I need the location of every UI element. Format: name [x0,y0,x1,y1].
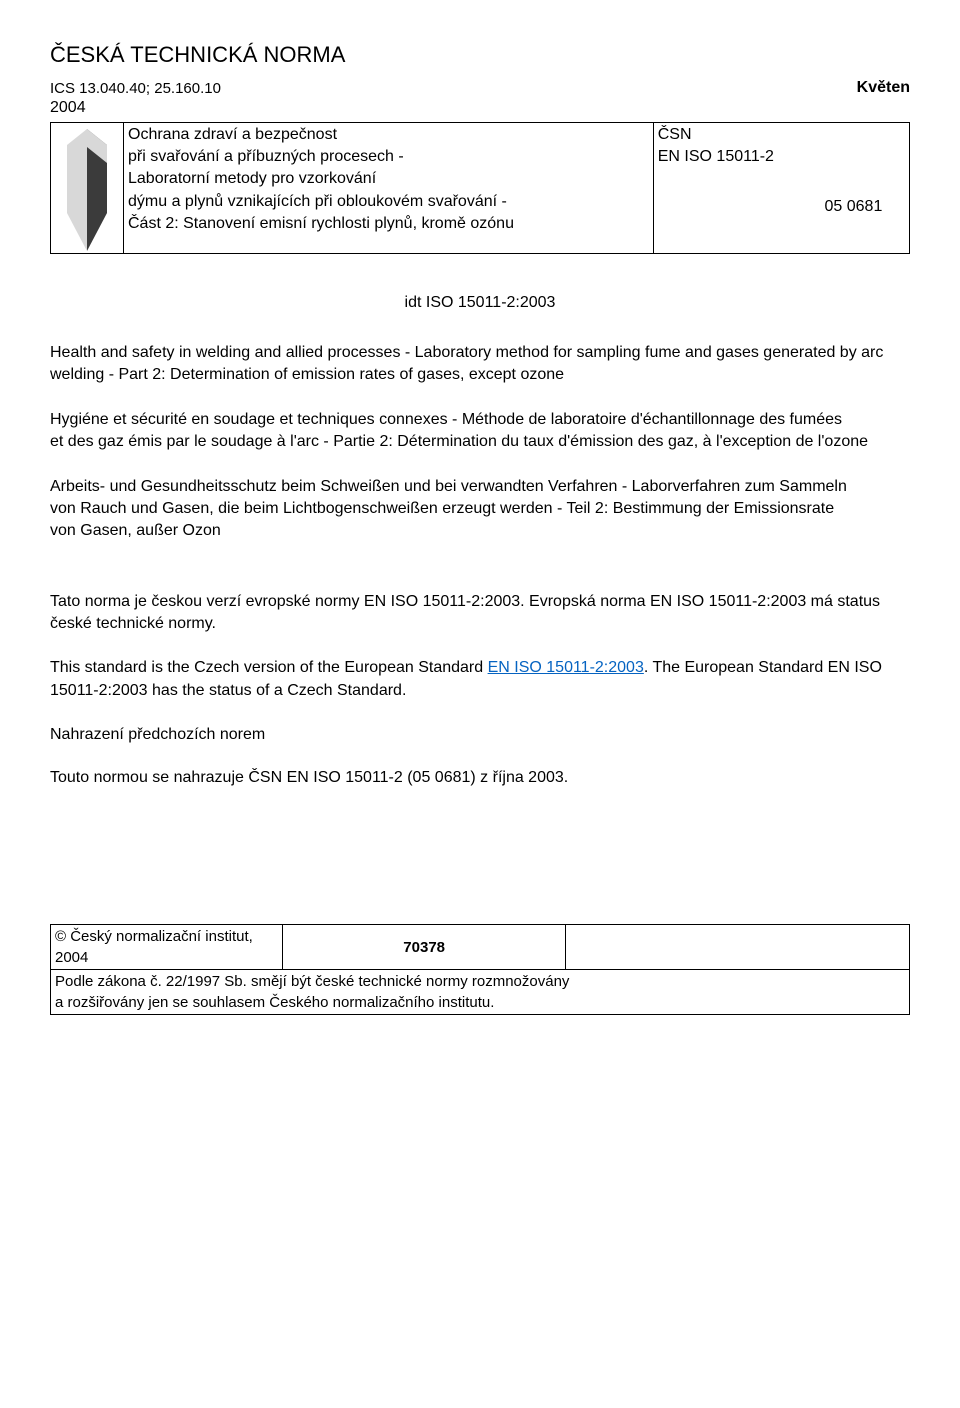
csn-logo-icon [55,123,119,253]
de-title-line: Arbeits- und Gesundheitsschutz beim Schw… [50,478,847,495]
en-title-block: Health and safety in welding and allied … [50,342,910,387]
header-table: Ochrana zdraví a bezpečnost při svařován… [50,122,910,254]
cz-version-text: Tato norma je českou verzí evropské norm… [50,591,910,636]
desc-line: dýmu a plynů vznikajících při obloukovém… [128,193,507,210]
replacement-heading: Nahrazení předchozích norem [50,724,910,746]
description-cell: Ochrana zdraví a bezpečnost při svařován… [124,122,654,253]
de-title-block: Arbeits- und Gesundheitsschutz beim Schw… [50,476,910,543]
empty-cell [821,122,910,195]
en-title-line: Health and safety in welding and allied … [50,344,883,361]
footer-catalog-number: 70378 [282,925,565,970]
replacement-text: Touto normou se nahrazuje ČSN EN ISO 150… [50,767,910,789]
desc-line: při svařování a příbuzných procesech - [128,148,404,165]
desc-line: Část 2: Stanovení emisní rychlosti plynů… [128,215,514,232]
fr-title-line: et des gaz émis par le soudage à l'arc -… [50,433,868,450]
footer-org-line: 2004 [55,949,88,966]
en-version-pre: This standard is the Czech version of th… [50,659,488,676]
de-title-line: von Gasen, außer Ozon [50,522,221,539]
footer-org-line: © Český normalizační institut, [55,928,253,945]
footer-empty-cell [566,925,910,970]
fr-title-block: Hygiéne et sécurité en soudage et techni… [50,409,910,454]
de-title-line: von Rauch und Gasen, die beim Lichtbogen… [50,500,834,517]
month-label: Květen [857,77,910,99]
desc-line: Laboratorní metody pro vzorkování [128,170,376,187]
document-title: ČESKÁ TECHNICKÁ NORMA [50,40,910,71]
footer-org-cell: © Český normalizační institut, 2004 [51,925,283,970]
footer-law-cell: Podle zákona č. 22/1997 Sb. smějí být če… [51,970,910,1015]
footer-law-line: Podle zákona č. 22/1997 Sb. smějí být če… [55,973,569,990]
std-code-line: ČSN [658,126,692,143]
en-title-line: welding - Part 2: Determination of emiss… [50,366,564,383]
std-code-line: EN ISO 15011-2 [658,148,774,165]
std-code-cell: ČSN EN ISO 15011-2 [653,122,820,253]
en-version-text: This standard is the Czech version of th… [50,657,910,702]
idt-line: idt ISO 15011-2:2003 [50,292,910,314]
year-label: 2004 [50,97,910,119]
ics-row: ICS 13.040.40; 25.160.10 Květen [50,77,910,99]
footer-law-line: a rozšiřovány jen se souhlasem Českého n… [55,994,494,1011]
catalog-num-cell: 05 0681 [821,195,910,254]
ics-codes: ICS 13.040.40; 25.160.10 [50,78,221,99]
fr-title-line: Hygiéne et sécurité en soudage et techni… [50,411,842,428]
logo-cell [51,122,124,253]
desc-line: Ochrana zdraví a bezpečnost [128,126,337,143]
standard-link[interactable]: EN ISO 15011-2:2003 [488,659,644,676]
footer-table: © Český normalizační institut, 2004 7037… [50,924,910,1015]
